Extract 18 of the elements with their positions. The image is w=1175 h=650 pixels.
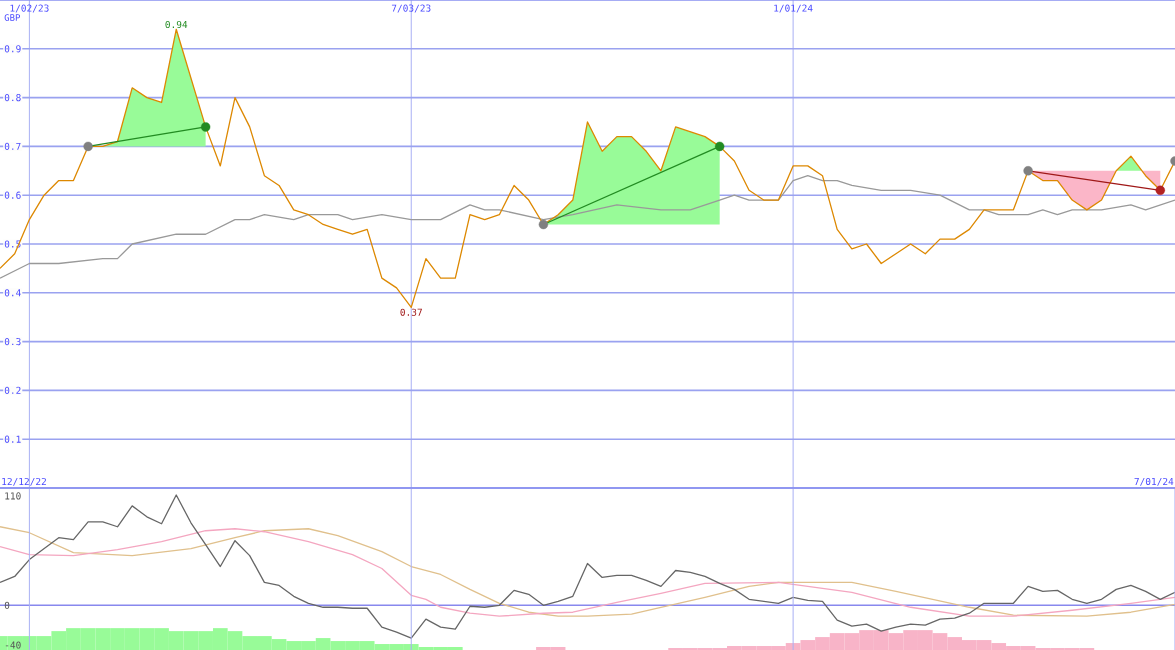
- annotation: 7/01/24: [1134, 477, 1174, 486]
- annotation: 0.37: [400, 308, 422, 316]
- annotation: 0.94: [165, 20, 188, 29]
- x-tick-label: 1/01/24: [774, 4, 813, 13]
- y-tick-label: 110: [5, 492, 21, 500]
- y-tick-label: 0.6: [4, 191, 21, 199]
- x-tick-label: 1/02/23: [10, 4, 49, 13]
- y-tick-label: 0.9: [4, 45, 21, 53]
- x-tick-label: 7/03/23: [391, 4, 431, 13]
- y-axis-title: GBP: [4, 14, 20, 21]
- y-tick-label: 0.4: [4, 289, 21, 297]
- y-tick-label: 0.7: [4, 142, 21, 150]
- y-tick-label: 0.2: [4, 386, 21, 394]
- y-tick-label: -40: [5, 641, 21, 649]
- annotation: 12/12/22: [2, 477, 46, 486]
- y-tick-label: 0.3: [4, 338, 21, 346]
- y-tick-label: 0.8: [4, 94, 21, 102]
- y-tick-label: 0.1: [4, 435, 21, 443]
